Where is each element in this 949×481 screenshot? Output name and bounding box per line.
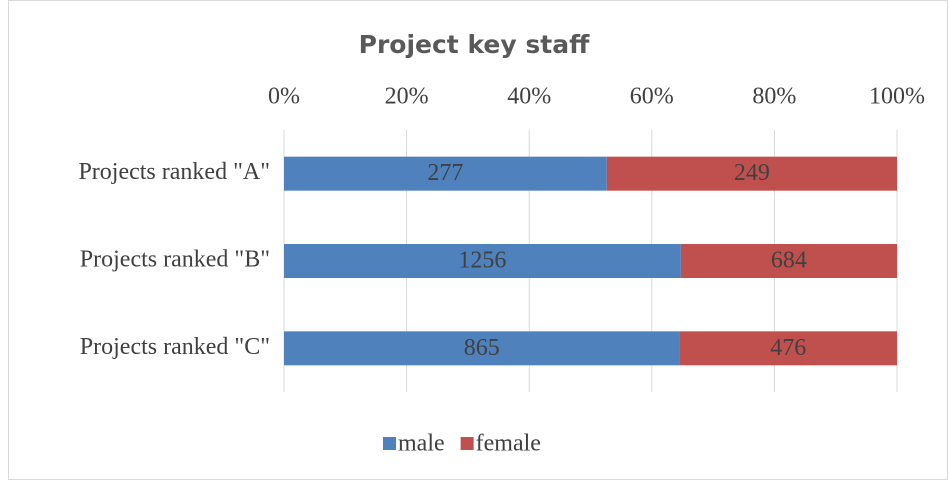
data-label: 684 <box>771 248 807 274</box>
y-tick-label: Projects ranked "B" <box>80 247 270 273</box>
legend-swatch <box>383 437 396 450</box>
x-tick-label: 100% <box>869 84 925 110</box>
x-tick-label: 80% <box>752 84 796 110</box>
data-label: 476 <box>770 335 806 361</box>
data-label: 865 <box>464 335 500 361</box>
x-tick-label: 20% <box>385 84 429 110</box>
bar-segment <box>679 331 897 366</box>
data-label: 277 <box>427 160 463 186</box>
data-label: 1256 <box>458 248 506 274</box>
bar-segment <box>680 244 897 278</box>
y-tick-label: Projects ranked "C" <box>80 334 270 360</box>
bar-segment <box>606 156 897 191</box>
bar-segment <box>284 156 607 191</box>
data-label: 249 <box>734 160 770 186</box>
bar-segment <box>284 331 680 366</box>
y-tick-label: Projects ranked "A" <box>78 159 270 185</box>
chart-border <box>8 0 948 480</box>
x-tick-label: 60% <box>630 84 674 110</box>
x-tick-label: 0% <box>268 84 300 110</box>
legend-label: female <box>476 431 541 457</box>
legend-swatch <box>460 437 474 450</box>
chart-title: Project key staff <box>359 30 590 59</box>
legend-label: male <box>398 431 445 457</box>
x-tick-label: 40% <box>507 84 551 110</box>
bar-segment <box>284 244 681 278</box>
